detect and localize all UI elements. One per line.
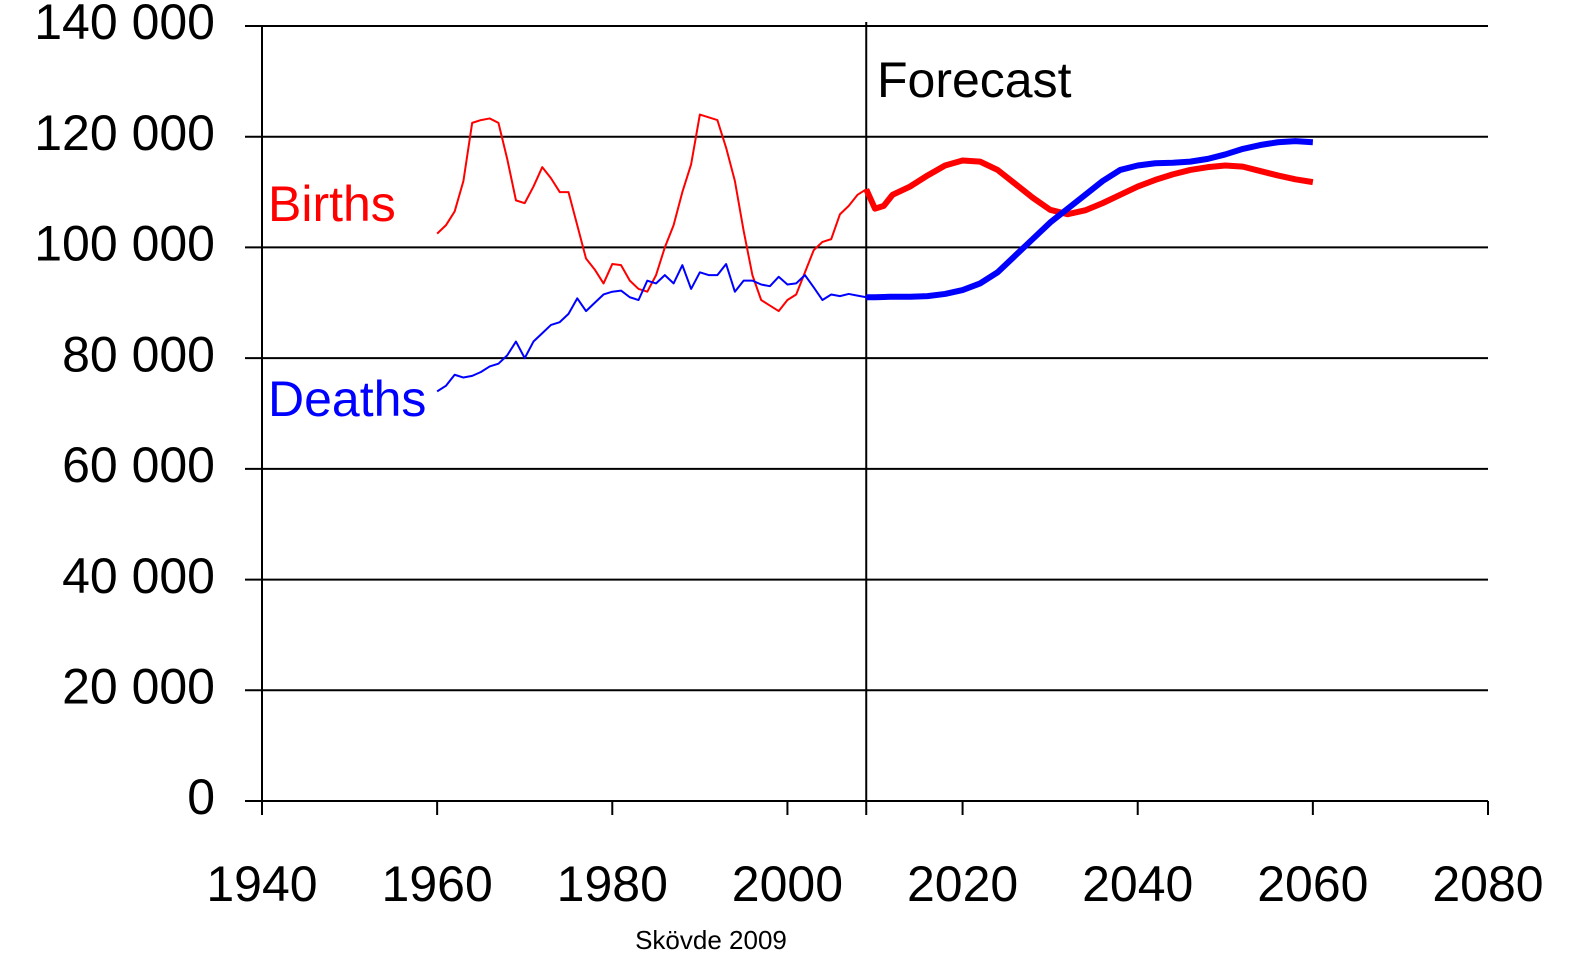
x-tick-label: 1960 bbox=[382, 856, 493, 912]
y-tick-label: 120 000 bbox=[34, 105, 215, 161]
x-tick-label: 2040 bbox=[1082, 856, 1193, 912]
series-label: Deaths bbox=[268, 371, 426, 427]
x-tick-label: 2000 bbox=[732, 856, 843, 912]
forecast-line-series bbox=[866, 138, 1314, 301]
series-label: Births bbox=[268, 176, 396, 232]
y-tick-label: 40 000 bbox=[62, 548, 215, 604]
forecast-label: Forecast bbox=[877, 52, 1072, 108]
history-line-series bbox=[436, 263, 867, 393]
y-tick-label: 0 bbox=[187, 769, 215, 825]
y-tick-label: 20 000 bbox=[62, 658, 215, 714]
history-line-series bbox=[436, 113, 867, 313]
forecast-line-series bbox=[863, 157, 1314, 218]
y-tick-label: 80 000 bbox=[62, 326, 215, 382]
x-tick-label: 2080 bbox=[1432, 856, 1543, 912]
source: Skövde 2009 bbox=[635, 925, 787, 955]
x-tick-label: 1940 bbox=[206, 856, 317, 912]
y-tick-label: 140 000 bbox=[34, 0, 215, 50]
y-tick-label: 60 000 bbox=[62, 437, 215, 493]
y-tick-label: 100 000 bbox=[34, 216, 215, 272]
x-tick-label: 2020 bbox=[907, 856, 1018, 912]
x-tick-label: 1980 bbox=[557, 856, 668, 912]
x-tick-label: 2060 bbox=[1257, 856, 1368, 912]
